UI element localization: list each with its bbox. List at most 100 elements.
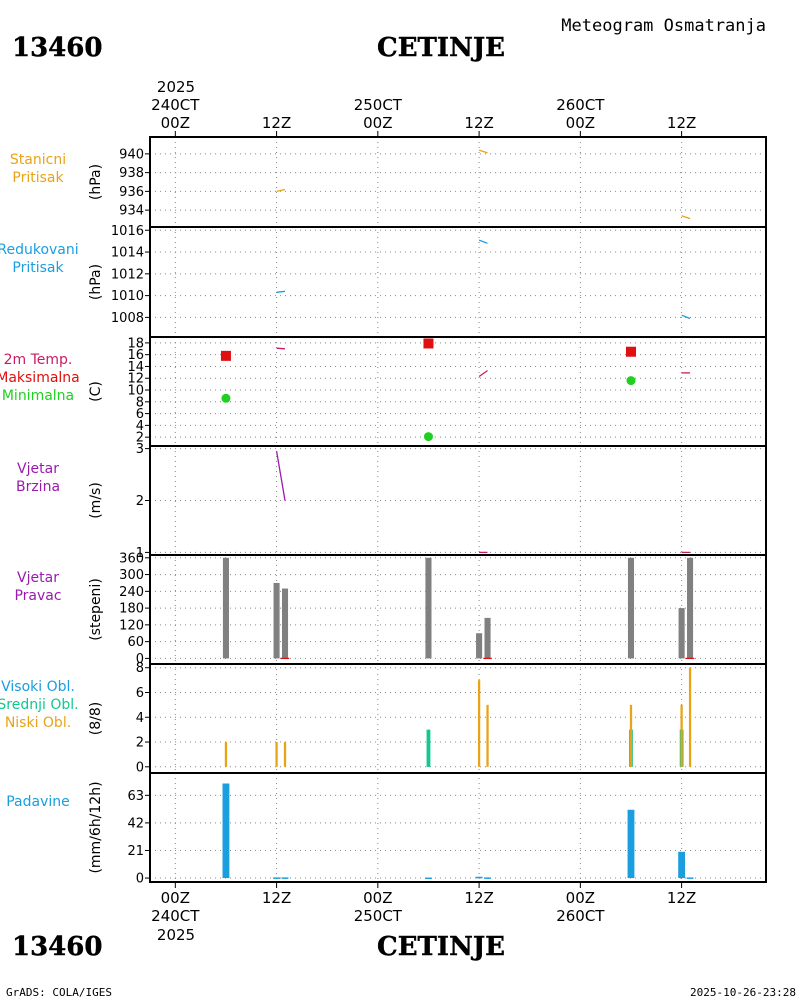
marker-square bbox=[220, 350, 231, 361]
series-maksimalna bbox=[220, 338, 636, 361]
y-tick-label: 1016 bbox=[111, 224, 144, 239]
y-tick-label: 180 bbox=[119, 602, 144, 617]
bar bbox=[477, 680, 481, 767]
panel-padavine: 0 21 42 63 (mm/6h/12h) Padavine bbox=[6, 772, 767, 887]
series-stanicni-pritisak bbox=[276, 149, 691, 220]
y-tick-label: 1012 bbox=[111, 267, 144, 282]
bar bbox=[475, 876, 483, 879]
panel-stanicni: 934 936 938 940 (hPa) Stanicni Pritisak bbox=[10, 136, 767, 228]
y-axis-label: (hPa) bbox=[88, 264, 104, 300]
marker-circle bbox=[626, 376, 636, 386]
y-tick-label: 6 bbox=[136, 407, 144, 422]
panel-label: Brzina bbox=[16, 479, 60, 495]
y-tick-label: 3 bbox=[136, 442, 144, 457]
panel-frame bbox=[149, 554, 767, 665]
panel-label: Padavine bbox=[6, 794, 70, 810]
bar bbox=[627, 809, 635, 879]
series-vjetar-brzina bbox=[275, 451, 286, 501]
footer-station-id: 13460 bbox=[12, 932, 102, 962]
series-srednji-obl- bbox=[426, 729, 684, 767]
bar bbox=[484, 877, 491, 879]
y-tick-label: 1010 bbox=[111, 289, 144, 304]
line-segment bbox=[478, 239, 488, 244]
line-segment bbox=[681, 314, 691, 320]
y-tick-label: 2 bbox=[136, 494, 144, 509]
bar bbox=[283, 742, 287, 767]
bar bbox=[486, 704, 489, 767]
footer-credit: GrADS: COLA/IGES bbox=[6, 986, 112, 999]
y-tick-label: 60 bbox=[127, 635, 144, 650]
bottom-hour-label: 12Z bbox=[464, 889, 493, 907]
y-tick-label: 938 bbox=[119, 166, 144, 181]
bar bbox=[678, 851, 686, 879]
y-tick-label: 300 bbox=[119, 568, 144, 583]
bar bbox=[680, 704, 683, 767]
header-year: 2025 bbox=[157, 78, 195, 96]
bottom-hour-label: 00Z bbox=[161, 889, 190, 907]
footer-year: 2025 bbox=[157, 926, 195, 944]
panel-frame bbox=[149, 336, 767, 447]
header-station-name: CETINJE bbox=[377, 33, 505, 63]
line-segment bbox=[276, 347, 286, 350]
panel-frame bbox=[149, 226, 767, 338]
panel-frame bbox=[149, 445, 767, 556]
chart-panels: 934936938940(hPa)StanicniPritisak1008101… bbox=[0, 136, 767, 887]
top-date-label: 240CT bbox=[151, 96, 200, 114]
series-padavine bbox=[222, 783, 694, 880]
bar bbox=[484, 617, 491, 659]
bottom-date-label: 240CT bbox=[151, 907, 200, 925]
line-segment bbox=[681, 215, 691, 220]
series-niski-obl- bbox=[224, 667, 692, 767]
panel-label: Pritisak bbox=[12, 170, 64, 186]
bar bbox=[224, 742, 228, 767]
header-station-id: 13460 bbox=[12, 33, 102, 63]
y-tick-label: 0 bbox=[136, 652, 144, 667]
y-tick-label: 63 bbox=[127, 789, 144, 804]
line-segment bbox=[275, 451, 286, 501]
top-hour-label: 00Z bbox=[566, 114, 595, 132]
panel-redukovani: 1008 1010 1012 1014 1016 (hPa) Redukovani Priti… bbox=[0, 224, 767, 338]
y-tick-label: 21 bbox=[127, 844, 144, 859]
y-tick-label: 4 bbox=[136, 419, 144, 434]
panel-label: Redukovani bbox=[0, 242, 79, 258]
top-hour-label: 12Z bbox=[464, 114, 493, 132]
panel-label: Maksimalna bbox=[0, 370, 80, 386]
y-tick-label: 10 bbox=[127, 384, 144, 399]
y-tick-label: 6 bbox=[136, 686, 144, 701]
y-tick-label: 0 bbox=[136, 760, 144, 775]
y-tick-label: 2 bbox=[136, 736, 144, 751]
y-tick-label: 14 bbox=[127, 360, 144, 375]
bar bbox=[627, 557, 635, 659]
y-tick-label: 934 bbox=[119, 204, 144, 219]
y-tick-label: 8 bbox=[136, 661, 144, 676]
y-axis-label: (stepeni) bbox=[88, 578, 104, 641]
series-2m-temp- bbox=[276, 347, 691, 378]
bar bbox=[275, 742, 278, 767]
top-date-label: 260CT bbox=[556, 96, 605, 114]
bar bbox=[281, 877, 289, 879]
y-tick-label: 8 bbox=[136, 395, 144, 410]
bar bbox=[222, 783, 230, 879]
y-tick-label: 4 bbox=[136, 711, 144, 726]
panel-label: Vjetar bbox=[17, 570, 59, 586]
bar bbox=[222, 557, 229, 659]
panel-oblacnost: 0 2 4 6 8 (8/8) Visoki Obl. Srednji Obl. Niski O… bbox=[0, 661, 767, 775]
header-subtitle: Meteogram Osmatranja bbox=[561, 16, 766, 36]
line-segment bbox=[478, 370, 488, 378]
panel-label: Srednji Obl. bbox=[0, 697, 79, 713]
panel-label: Visoki Obl. bbox=[1, 679, 75, 695]
panel-frame bbox=[149, 136, 767, 228]
y-tick-label: 42 bbox=[127, 816, 144, 831]
panel-label: Vjetar bbox=[17, 461, 59, 477]
panel-label: Niski Obl. bbox=[5, 715, 71, 731]
top-hour-label: 00Z bbox=[161, 114, 190, 132]
y-tick-label: 12 bbox=[127, 372, 144, 387]
y-tick-label: 1 bbox=[136, 546, 144, 561]
bottom-date-label: 260CT bbox=[556, 907, 605, 925]
panel-frame bbox=[149, 663, 767, 774]
bottom-hour-label: 12Z bbox=[262, 889, 291, 907]
bar bbox=[678, 608, 685, 659]
y-tick-label: 18 bbox=[127, 336, 144, 351]
